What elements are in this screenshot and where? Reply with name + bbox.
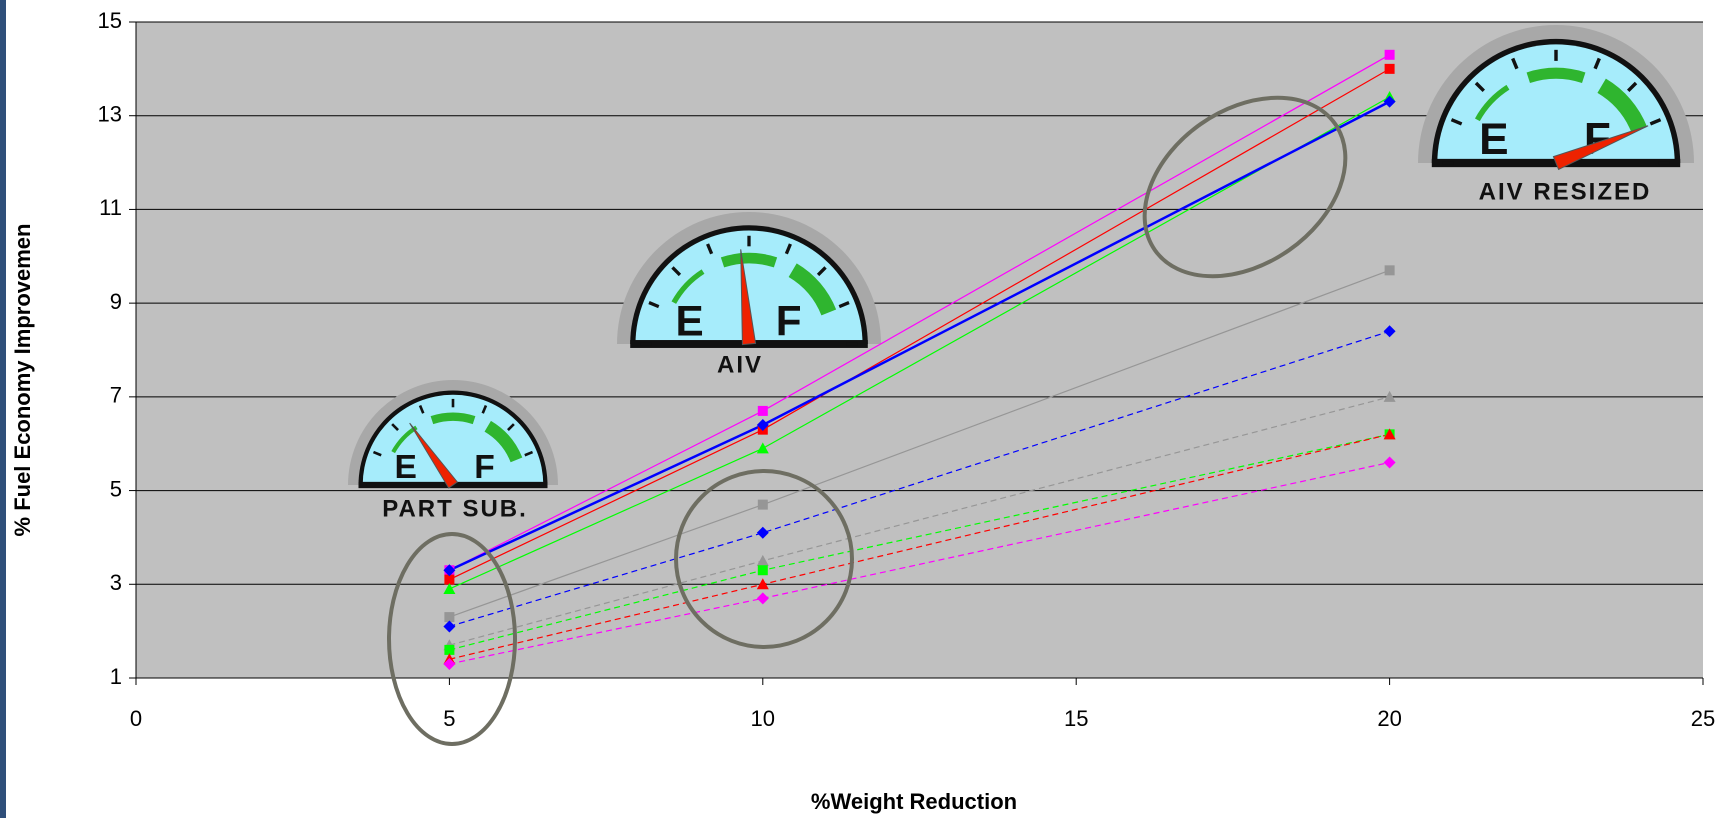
gauge-band xyxy=(432,417,474,420)
gauge-letter: E xyxy=(676,297,704,344)
x-tick-label: 20 xyxy=(1377,706,1401,731)
gauge-band xyxy=(722,258,775,262)
y-tick-label: 13 xyxy=(98,102,122,127)
data-point xyxy=(758,406,768,416)
x-tick-label: 0 xyxy=(130,706,142,731)
y-tick-label: 7 xyxy=(110,383,122,408)
x-axis-label: %Weight Reduction xyxy=(811,789,1017,814)
y-axis-label: % Fuel Economy Improvemen xyxy=(10,224,35,537)
edge-strip xyxy=(0,0,6,818)
gauge-band xyxy=(1528,73,1583,77)
annotation: AIV xyxy=(717,351,763,378)
data-point xyxy=(758,500,768,510)
y-tick-label: 1 xyxy=(110,664,122,689)
gauge-letter: E xyxy=(395,449,417,486)
x-tick-label: 10 xyxy=(751,706,775,731)
gauge-letter: F xyxy=(776,297,802,344)
gauge-letter: F xyxy=(474,449,495,486)
y-tick-label: 5 xyxy=(110,476,122,501)
annotation: AIV RESIZED xyxy=(1479,178,1652,205)
data-point xyxy=(1385,64,1395,74)
data-point xyxy=(1385,50,1395,60)
y-tick-label: 11 xyxy=(99,195,122,220)
y-tick-label: 3 xyxy=(110,570,122,595)
annotation: PART SUB. xyxy=(382,495,528,522)
y-tick-label: 9 xyxy=(110,289,122,314)
x-tick-label: 25 xyxy=(1691,706,1715,731)
x-tick-label: 15 xyxy=(1064,706,1088,731)
chart: % Fuel Economy Improvemen %Weight Reduct… xyxy=(0,0,1728,818)
data-point xyxy=(758,565,768,575)
x-tick-label: 5 xyxy=(443,706,455,731)
gauge-letter: E xyxy=(1479,115,1508,164)
y-tick-label: 15 xyxy=(98,8,122,33)
page: % Fuel Economy Improvemen %Weight Reduct… xyxy=(0,0,1728,818)
data-point xyxy=(1385,265,1395,275)
